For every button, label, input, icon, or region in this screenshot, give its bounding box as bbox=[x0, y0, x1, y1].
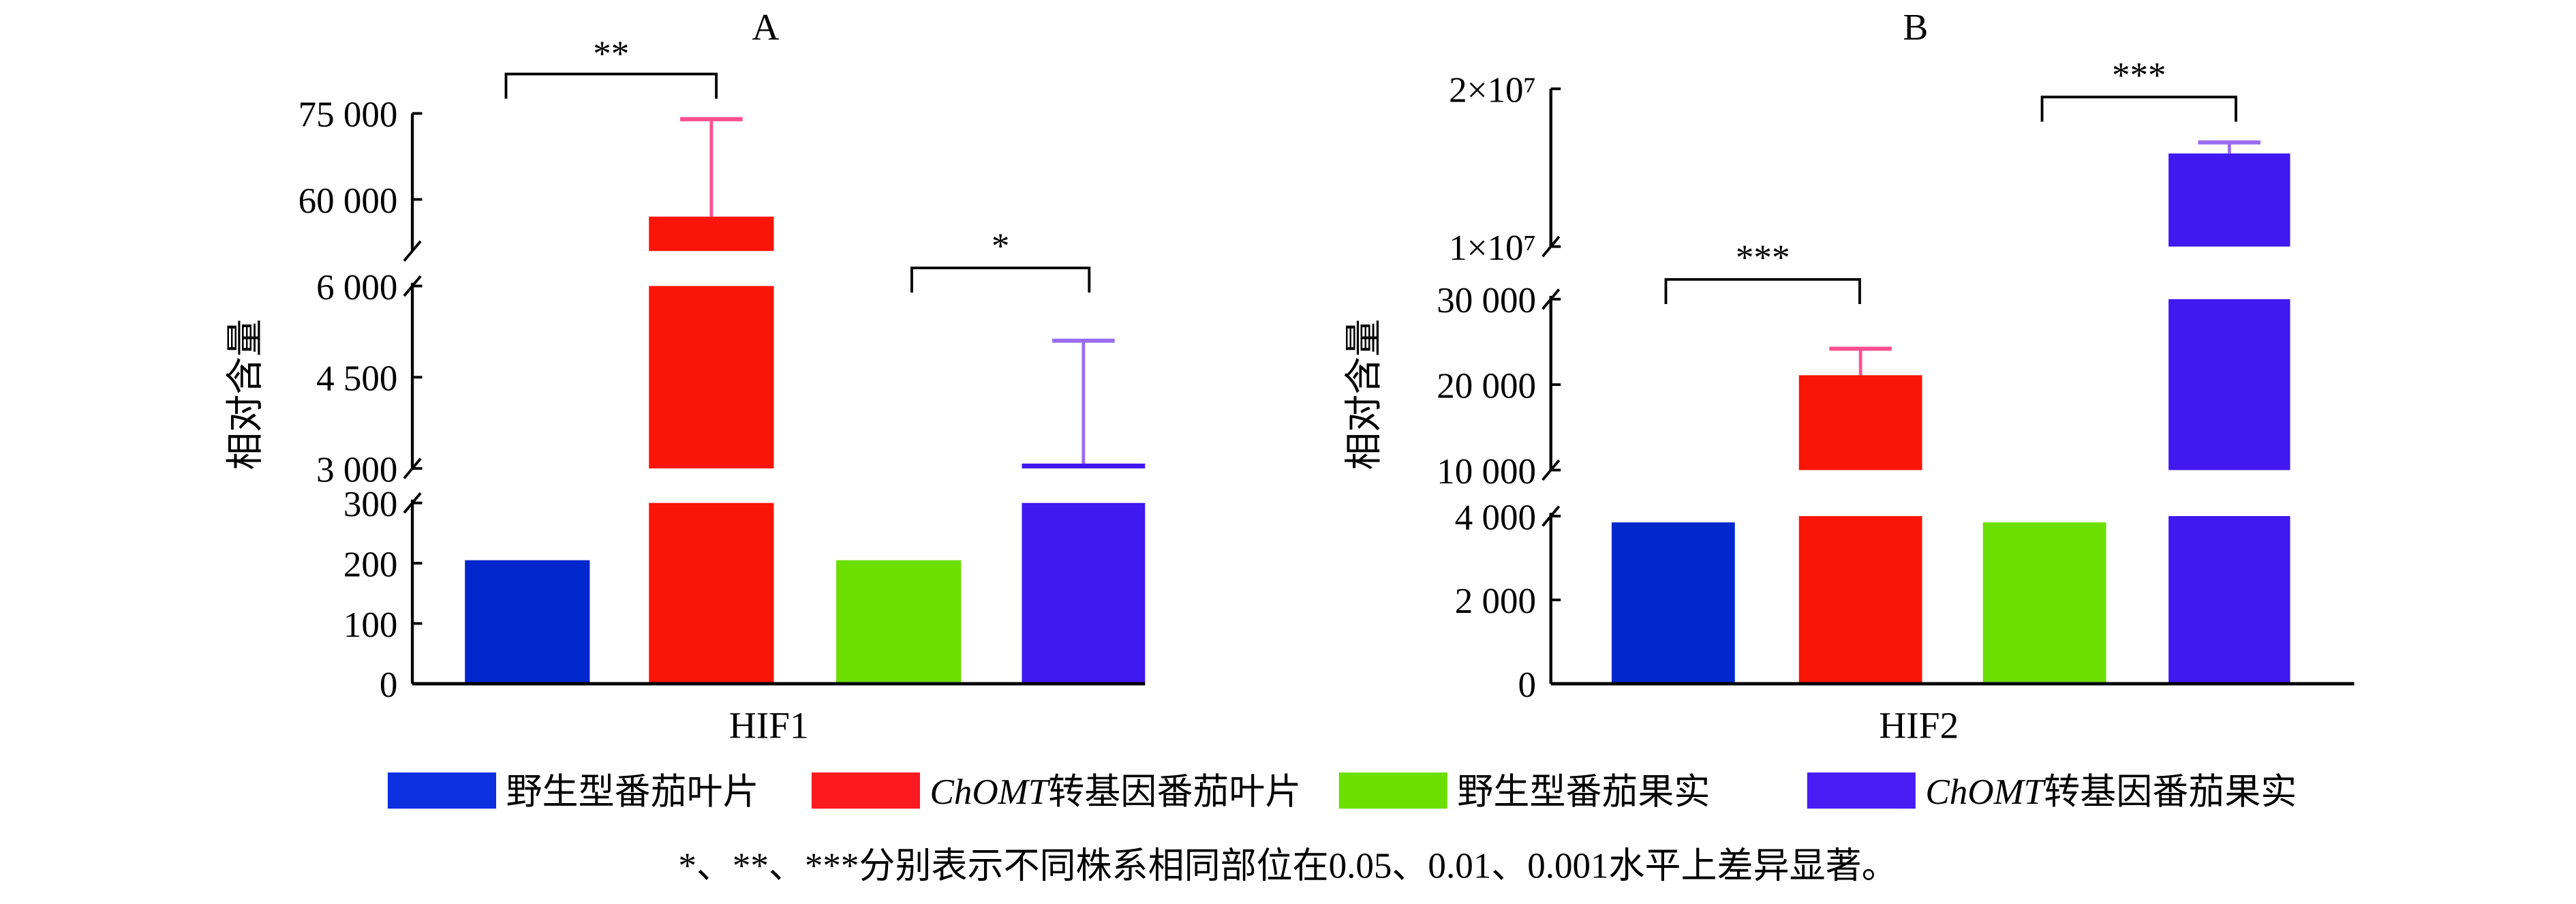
bar-segment bbox=[649, 286, 774, 469]
footnote: *、**、***分别表示不同株系相同部位在0.05、0.01、0.001水平上差… bbox=[678, 846, 1897, 886]
y-tick-label: 4 000 bbox=[1455, 498, 1536, 537]
bar-segment bbox=[649, 502, 774, 684]
panel-b-chart: B HIF2 相对含量 0 2 000 4 000 10 000 20 000 30 00… bbox=[1343, 6, 2355, 746]
legend-text: 转基因番茄叶片 bbox=[1048, 772, 1301, 812]
bar-segment bbox=[836, 560, 962, 684]
legend-gene-name: ChOMT bbox=[1925, 772, 2046, 812]
y-tick-label: 6 000 bbox=[316, 268, 397, 307]
legend-swatch bbox=[387, 772, 497, 809]
significance-label: ** bbox=[593, 34, 629, 74]
significance-bracket bbox=[504, 72, 718, 99]
y-tick-label: 300 bbox=[343, 485, 398, 524]
significance-bracket bbox=[1664, 277, 1861, 305]
legend-text: 转基因番茄果实 bbox=[2044, 772, 2297, 812]
y-tick-label: 1×10⁷ bbox=[1449, 228, 1536, 268]
legend-label: ChOMT转基因番茄叶片 bbox=[930, 772, 1301, 812]
y-tick-label: 2 000 bbox=[1455, 582, 1536, 621]
bar-segment bbox=[1798, 375, 1922, 470]
panel-b-title: B bbox=[1903, 6, 1928, 48]
legend-label: 野生型番茄果实 bbox=[1457, 772, 1710, 812]
y-tick-label: 30 000 bbox=[1437, 281, 1536, 320]
panel-b-ylabel: 相对含量 bbox=[1343, 319, 1385, 470]
panel-b-xlabel: HIF2 bbox=[1879, 704, 1959, 746]
significance-label: * bbox=[992, 227, 1010, 267]
y-tick-label: 0 bbox=[380, 665, 398, 705]
bar-segment bbox=[649, 216, 774, 252]
y-tick-label: 60 000 bbox=[298, 181, 398, 221]
bar-segment bbox=[1798, 516, 1922, 684]
bar-segment bbox=[465, 560, 590, 684]
legend-swatch bbox=[811, 772, 920, 809]
bar-segment bbox=[2168, 153, 2290, 247]
panel-a-ylabel: 相对含量 bbox=[224, 319, 266, 470]
bar-segment bbox=[2168, 299, 2290, 470]
legend-swatch bbox=[1338, 772, 1447, 809]
bar-segment bbox=[1022, 463, 1146, 469]
y-tick-label: 10 000 bbox=[1437, 452, 1536, 492]
bar-segment bbox=[1022, 502, 1146, 684]
legend-label: 野生型番茄叶片 bbox=[506, 772, 759, 812]
legend-swatch bbox=[1807, 772, 1916, 809]
significance-label: *** bbox=[2112, 56, 2166, 95]
bar-segment bbox=[2168, 516, 2290, 684]
axis-break-mark bbox=[403, 240, 422, 262]
significance-bracket bbox=[2040, 95, 2237, 122]
y-tick-label: 20 000 bbox=[1437, 366, 1536, 406]
significance-bracket bbox=[910, 267, 1091, 293]
y-tick-label: 4 500 bbox=[316, 359, 397, 399]
bar-segment bbox=[1611, 522, 1735, 684]
y-tick-label: 2×10⁷ bbox=[1449, 71, 1536, 110]
y-tick-label: 75 000 bbox=[298, 95, 398, 135]
y-tick-label: 3 000 bbox=[316, 450, 397, 489]
significance-label: *** bbox=[1736, 238, 1790, 277]
legend: 野生型番茄叶片 ChOMT转基因番茄叶片 野生型番茄果实 ChOMT转基因番茄果实 bbox=[387, 772, 2297, 812]
legend-gene-name: ChOMT bbox=[930, 772, 1050, 812]
legend-text: 野生型番茄叶片 bbox=[506, 772, 759, 812]
panel-a-title: A bbox=[752, 6, 779, 48]
panel-a-xlabel: HIF1 bbox=[729, 704, 809, 746]
y-tick-label: 100 bbox=[343, 605, 398, 645]
y-tick-label: 0 bbox=[1518, 665, 1537, 705]
legend-label: ChOMT转基因番茄果实 bbox=[1925, 772, 2297, 812]
bar-segment bbox=[1982, 522, 2106, 684]
legend-text: 野生型番茄果实 bbox=[1457, 772, 1710, 812]
y-tick-label: 200 bbox=[343, 545, 398, 584]
